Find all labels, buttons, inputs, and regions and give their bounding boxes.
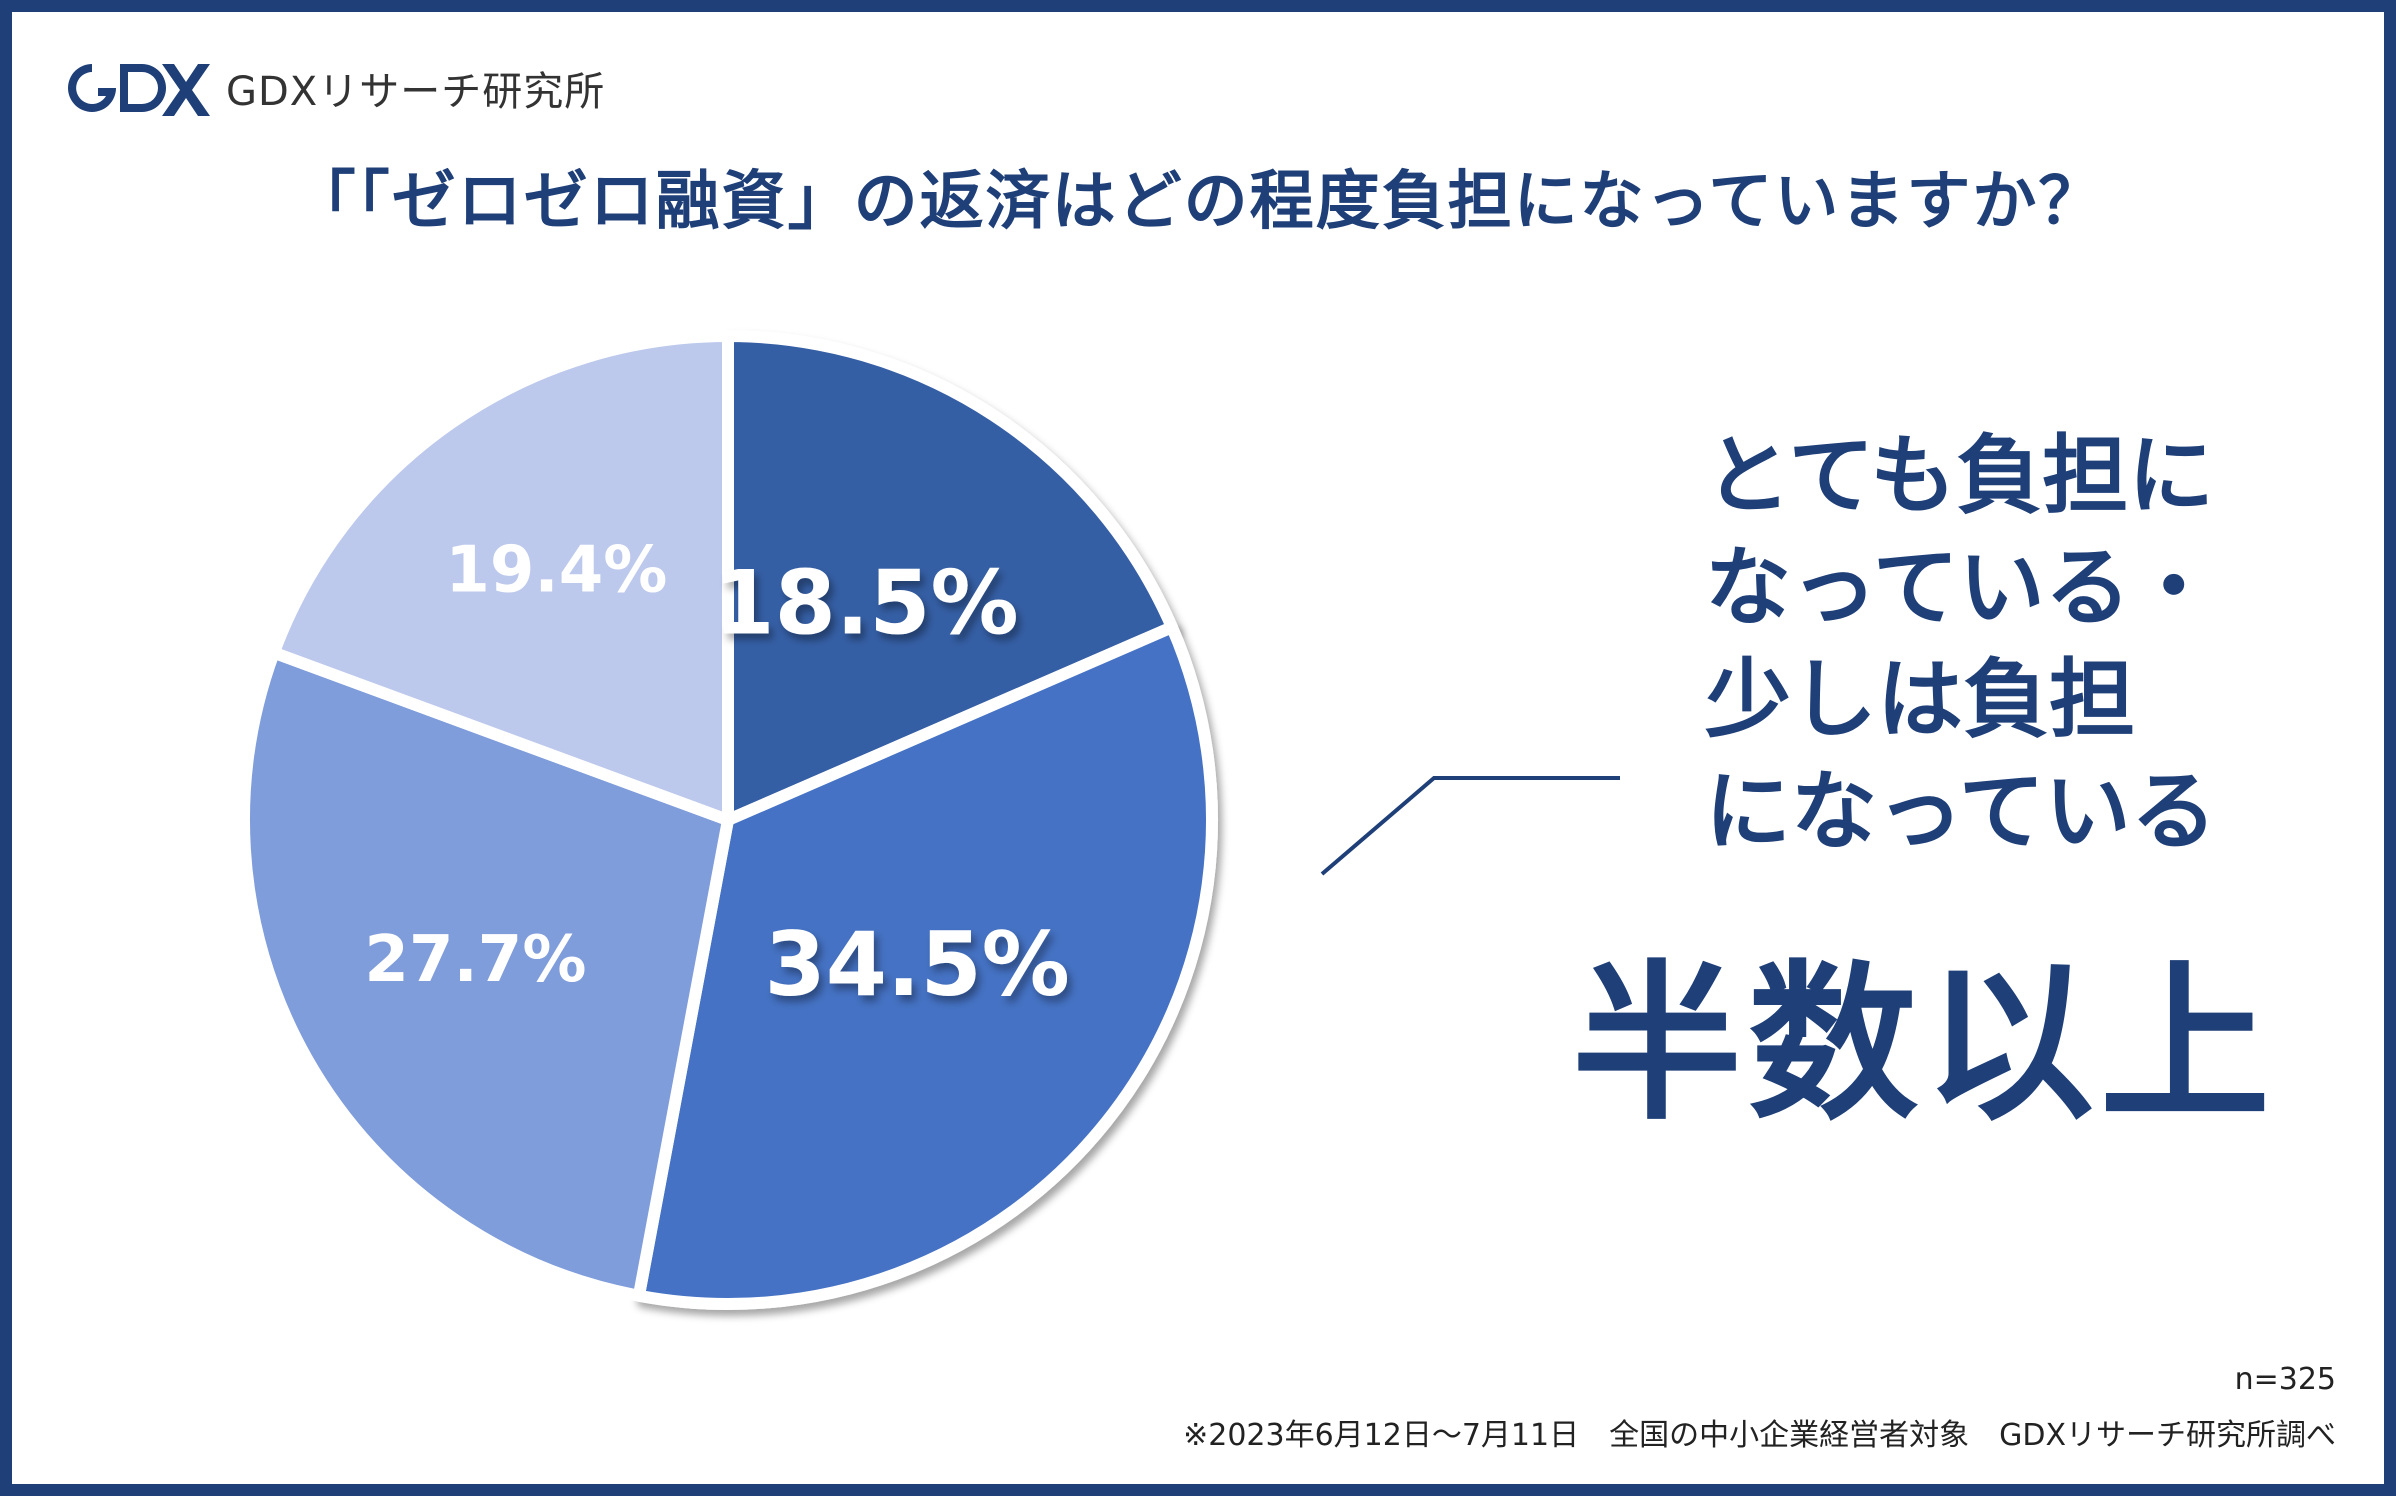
callout-line: になっている <box>1705 762 2217 862</box>
source-note: ※2023年6月12日〜7月11日 全国の中小企業経営者対象 GDXリサーチ研究… <box>1183 1418 2336 1453</box>
pie-slice <box>632 621 1219 1311</box>
callout-line: とても負担に <box>1705 426 2215 526</box>
brand-logo: GDXリサーチ研究所 <box>58 56 605 120</box>
pie-slice <box>722 330 1178 826</box>
pie-slice <box>238 646 734 1302</box>
callout-text: とても負担に なっている・ 少しは負担 になっている <box>1705 420 2217 868</box>
gdx-logo-icon <box>68 64 210 116</box>
sample-size: n=325 <box>2234 1362 2336 1397</box>
pie-slice <box>267 330 734 826</box>
callout-line: 少しは負担 <box>1705 650 2135 750</box>
pie-slice-label: 27.7% <box>364 923 586 997</box>
chart-title: 「「ゼロゼロ融資」の返済はどの程度負担になっていますか？ <box>291 165 2105 239</box>
pie-slice-label: 34.5% <box>765 913 1070 1016</box>
callout-headline: 半数以上 <box>1572 946 2277 1144</box>
pie-slice-label: 18.5% <box>713 551 1018 654</box>
pie-slice-label: 19.4% <box>445 533 667 607</box>
brand-name: GDXリサーチ研究所 <box>226 69 606 115</box>
callout-line: なっている・ <box>1705 538 2217 638</box>
